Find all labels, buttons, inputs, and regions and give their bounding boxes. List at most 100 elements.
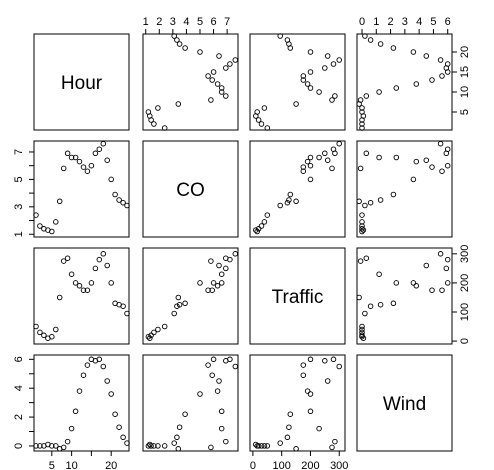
- point-hour-vs-co-22: [176, 41, 183, 47]
- panel-frame: [142, 354, 239, 452]
- point-co-vs-traffic-8: [329, 165, 335, 172]
- point-wind-vs-traffic-10: [316, 425, 322, 432]
- point-wind-vs-hour-22: [116, 424, 122, 430]
- tick-label: 6: [445, 16, 451, 28]
- point-hour-vs-traffic-8: [329, 97, 335, 103]
- panel-wind-vs-traffic: [249, 354, 346, 452]
- panel-frame: [356, 354, 453, 452]
- point-traffic-vs-co-20: [197, 280, 203, 286]
- point-wind-vs-traffic-17: [330, 356, 337, 363]
- tick-label: 7: [13, 149, 25, 155]
- point-wind-vs-co-21: [182, 411, 188, 417]
- point-co-vs-wind-10: [376, 154, 382, 161]
- point-wind-vs-hour-19: [104, 378, 110, 384]
- point-co-vs-hour-21: [112, 191, 118, 198]
- point-traffic-vs-co-10: [218, 271, 225, 277]
- point-hour-vs-traffic-11: [307, 85, 314, 91]
- point-hour-vs-traffic-23: [284, 37, 291, 43]
- panel-co-vs-traffic: [249, 140, 346, 238]
- point-wind-vs-co-18: [232, 363, 239, 370]
- point-traffic-vs-hour-12: [76, 283, 83, 289]
- point-hour-vs-wind-9: [363, 93, 370, 99]
- left-axis-co: 1 3 5 7: [13, 149, 35, 237]
- point-traffic-vs-hour-9: [64, 255, 71, 261]
- point-traffic-vs-co-22: [176, 301, 183, 308]
- point-hour-vs-wind-5: [359, 109, 365, 115]
- tick-label: 100: [272, 460, 290, 470]
- point-wind-vs-hour-24: [124, 440, 130, 446]
- panel-hour-vs-wind: [356, 33, 453, 131]
- point-wind-vs-hour-13: [80, 372, 87, 378]
- point-co-vs-traffic-11: [307, 154, 314, 161]
- point-hour-vs-co-19: [216, 53, 222, 59]
- point-wind-vs-co-3: [148, 443, 154, 449]
- panel-hour-vs-hour: Hour: [33, 33, 130, 131]
- point-co-vs-traffic-15: [307, 162, 314, 169]
- diagonal-label-traffic: Traffic: [272, 287, 324, 308]
- right-axis-traffic: 0 100 200 300: [451, 245, 471, 344]
- point-traffic-vs-wind-14: [439, 287, 445, 293]
- point-wind-vs-co-13: [209, 372, 215, 378]
- point-hour-vs-wind-6: [359, 105, 365, 111]
- point-co-vs-hour-16: [92, 150, 99, 157]
- point-traffic-vs-co-21: [182, 300, 188, 307]
- point-hour-vs-co-7: [175, 101, 182, 107]
- point-hour-vs-wind-8: [357, 97, 364, 103]
- point-co-vs-traffic-16: [322, 150, 328, 157]
- point-co-vs-traffic-24: [277, 202, 283, 209]
- tick-label: 7: [224, 16, 230, 28]
- point-hour-vs-wind-2: [359, 121, 365, 127]
- point-co-vs-hour-15: [88, 162, 95, 169]
- point-traffic-vs-co-16: [223, 265, 229, 272]
- tick-label: 1: [143, 16, 149, 28]
- point-traffic-vs-hour-3: [41, 332, 47, 339]
- tick-label: 3: [13, 204, 25, 210]
- panel-co-vs-hour: [33, 140, 130, 238]
- point-hour-vs-co-18: [232, 57, 239, 63]
- point-wind-vs-co-23: [174, 434, 180, 441]
- tick-label: 5: [13, 176, 25, 182]
- point-co-vs-wind-13: [429, 164, 435, 170]
- point-hour-vs-traffic-19: [324, 53, 331, 59]
- point-co-vs-traffic-23: [284, 199, 291, 206]
- bottom-axis-hour: 5 10 20: [49, 450, 117, 470]
- point-hour-vs-co-10: [218, 89, 225, 95]
- tick-label: 4: [416, 16, 422, 28]
- point-traffic-vs-wind-17: [444, 256, 451, 263]
- point-hour-vs-wind-21: [390, 45, 397, 51]
- point-co-vs-traffic-10: [316, 154, 322, 161]
- point-traffic-vs-co-19: [216, 262, 222, 269]
- point-co-vs-hour-11: [72, 154, 79, 161]
- point-co-vs-hour-2: [37, 223, 43, 229]
- point-wind-vs-co-14: [205, 362, 211, 368]
- point-wind-vs-traffic-20: [307, 391, 314, 397]
- point-traffic-vs-co-4: [147, 335, 153, 341]
- point-co-vs-hour-12: [76, 158, 83, 165]
- point-co-vs-traffic-6: [261, 219, 268, 225]
- point-co-vs-wind-11: [393, 154, 400, 161]
- point-wind-vs-hour-12: [76, 388, 83, 394]
- point-traffic-vs-wind-20: [410, 280, 417, 286]
- point-wind-vs-traffic-8: [329, 444, 335, 451]
- point-traffic-vs-hour-5: [49, 333, 55, 340]
- point-co-vs-hour-10: [68, 154, 75, 161]
- point-traffic-vs-hour-13: [80, 287, 87, 293]
- panel-frame: [249, 140, 346, 238]
- point-hour-vs-co-1: [161, 125, 168, 131]
- point-co-vs-wind-8: [357, 165, 364, 172]
- point-wind-vs-traffic-5: [254, 443, 260, 449]
- point-co-vs-traffic-1: [264, 212, 271, 218]
- panel-frame: [249, 247, 346, 345]
- point-co-vs-wind-21: [390, 191, 397, 198]
- point-hour-vs-traffic-20: [307, 49, 314, 55]
- point-hour-vs-traffic-9: [332, 93, 338, 99]
- point-traffic-vs-hour-19: [104, 262, 110, 269]
- tick-label: 1: [13, 231, 25, 237]
- point-traffic-vs-wind-4: [360, 335, 367, 341]
- point-co-vs-traffic-18: [336, 140, 342, 147]
- point-traffic-vs-hour-7: [56, 294, 63, 301]
- point-wind-vs-traffic-18: [336, 363, 342, 370]
- point-co-vs-wind-18: [437, 140, 444, 147]
- point-wind-vs-co-15: [210, 356, 217, 363]
